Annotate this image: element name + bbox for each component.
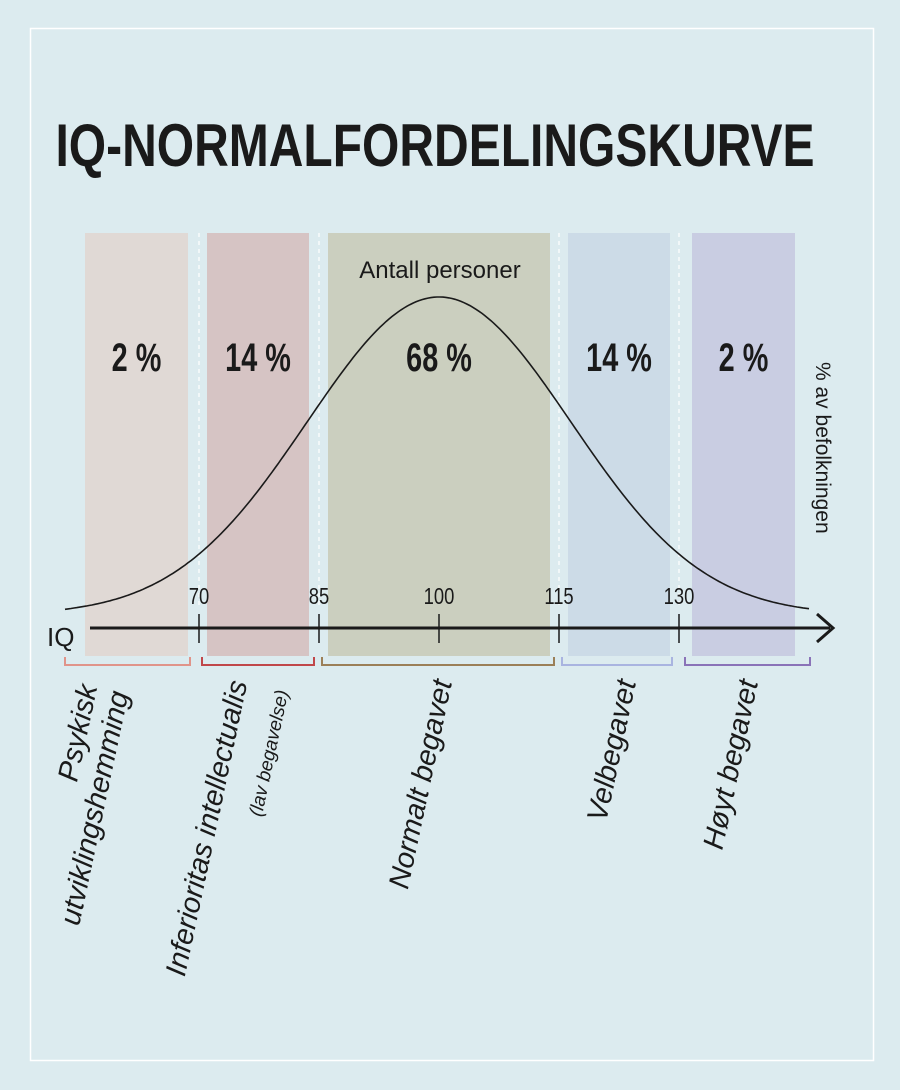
band (328, 233, 550, 656)
bracket (64, 657, 191, 666)
frame (29, 27, 875, 1062)
axis-arrow (816, 612, 836, 644)
value-label: 14 % (586, 336, 652, 380)
band (692, 233, 795, 656)
chart-title: IQ-NORMALFORDELINGSKURVE (55, 112, 814, 179)
bracket (684, 657, 811, 666)
x-tick-label: 85 (309, 583, 329, 609)
bracket (201, 657, 315, 666)
bands (85, 233, 795, 656)
x-axis (90, 612, 836, 644)
value-label: 14 % (225, 336, 291, 380)
band (207, 233, 309, 656)
bell-curve (64, 296, 810, 611)
value-label: 2 % (719, 336, 769, 380)
y-axis-label: % av befolkningen (811, 362, 834, 534)
x-tick-label: 115 (544, 583, 573, 609)
bracket (561, 657, 673, 666)
band (568, 233, 670, 656)
x-tick-label: 130 (664, 583, 695, 609)
x-tick-label: 70 (189, 583, 209, 609)
curve-label: Antall personer (359, 257, 520, 284)
bracket (321, 657, 555, 666)
x-tick-label: 100 (424, 583, 455, 609)
dividers (198, 233, 680, 608)
x-axis-label: IQ (47, 622, 74, 652)
value-label: 68 % (406, 336, 472, 380)
band (85, 233, 188, 656)
value-label: 2 % (112, 336, 162, 380)
